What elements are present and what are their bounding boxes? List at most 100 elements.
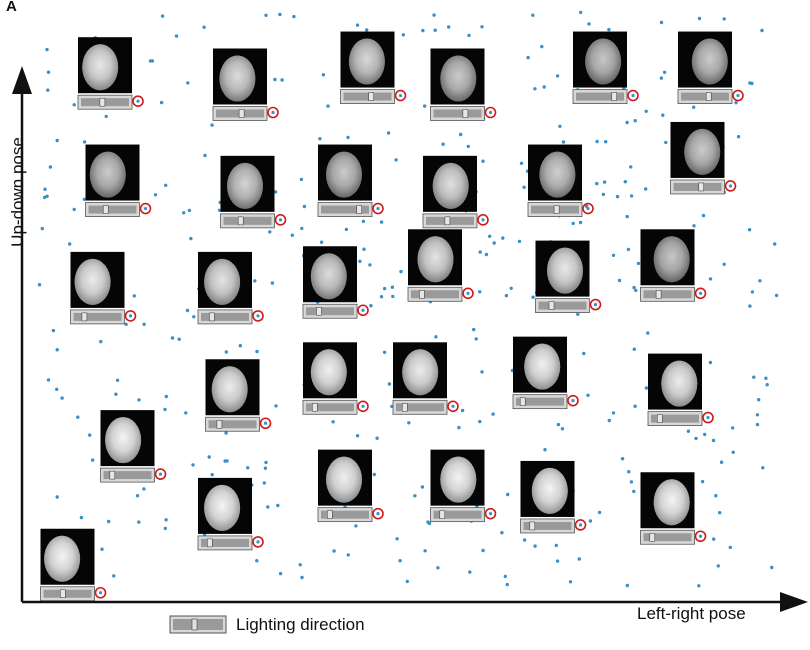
face-group bbox=[640, 472, 707, 545]
scatter-point bbox=[617, 278, 622, 283]
scatter-point bbox=[629, 165, 633, 169]
embedding-marker-point bbox=[488, 110, 493, 115]
scatter-point bbox=[164, 183, 168, 187]
face-shading bbox=[82, 44, 119, 91]
lighting-slider-body bbox=[201, 538, 249, 547]
face-group bbox=[302, 246, 369, 319]
face-shading bbox=[417, 236, 454, 283]
scatter-point bbox=[302, 204, 307, 209]
lighting-slider-body bbox=[343, 92, 392, 101]
scatter-point bbox=[390, 285, 395, 289]
scatter-point bbox=[100, 547, 104, 551]
lighting-slider-knob bbox=[611, 92, 617, 101]
scatter-point bbox=[72, 103, 76, 107]
face-shading bbox=[227, 162, 263, 209]
lighting-slider-knob bbox=[419, 290, 425, 299]
scatter-point bbox=[750, 290, 755, 294]
scatter-point bbox=[99, 339, 103, 344]
scatter-point bbox=[107, 519, 111, 524]
scatter-point bbox=[423, 549, 427, 553]
scatter-point bbox=[764, 376, 768, 380]
face-shading bbox=[211, 366, 248, 413]
scatter-point bbox=[164, 518, 168, 522]
scatter-point bbox=[346, 553, 350, 557]
scatter-point bbox=[506, 492, 510, 497]
lighting-slider-body bbox=[321, 205, 369, 214]
embedding-marker-point bbox=[736, 93, 740, 98]
scatter-point bbox=[224, 350, 228, 354]
scatter-point bbox=[318, 137, 322, 141]
scatter-point bbox=[734, 101, 738, 105]
lighting-slider-body bbox=[651, 414, 699, 423]
face-shading bbox=[89, 151, 126, 198]
scatter-point bbox=[321, 73, 326, 77]
lighting-slider-knob bbox=[705, 92, 712, 101]
scatter-point bbox=[587, 22, 591, 26]
embedding-marker-point bbox=[578, 523, 583, 527]
scatter-point bbox=[597, 510, 602, 515]
scatter-point bbox=[298, 563, 302, 567]
lighting-slider-knob bbox=[649, 533, 656, 542]
scatter-point bbox=[135, 494, 140, 498]
scatter-point bbox=[492, 241, 496, 245]
panel-label: A bbox=[6, 0, 17, 15]
face-shading bbox=[684, 128, 721, 175]
scatter-point bbox=[420, 485, 425, 489]
scatter-point bbox=[142, 487, 146, 491]
scatter-point bbox=[517, 239, 522, 244]
scatter-point bbox=[701, 213, 706, 218]
embedding-marker-point bbox=[376, 206, 380, 211]
scatter-point bbox=[686, 429, 691, 433]
scatter-point bbox=[405, 579, 409, 584]
embedding-marker-point bbox=[481, 218, 485, 222]
face-shading bbox=[219, 55, 256, 102]
scatter-point bbox=[344, 227, 349, 232]
scatter-point bbox=[577, 557, 581, 561]
scatter-point bbox=[711, 438, 716, 443]
scatter-point bbox=[246, 466, 250, 470]
embedding-marker-ring bbox=[357, 304, 369, 317]
lighting-slider-body bbox=[576, 92, 624, 101]
scatter-point bbox=[207, 455, 211, 459]
scatter-point bbox=[268, 230, 272, 234]
embedding-marker-point bbox=[571, 399, 575, 403]
scatter-point bbox=[82, 197, 87, 201]
face-group bbox=[212, 48, 279, 121]
scatter-point bbox=[664, 140, 668, 145]
scatter-point bbox=[185, 308, 190, 313]
embedding-marker-point bbox=[136, 99, 140, 103]
scatter-point bbox=[731, 426, 735, 430]
face-shading bbox=[432, 162, 469, 209]
face-group bbox=[640, 229, 707, 302]
scatter-point bbox=[478, 419, 482, 424]
scatter-point bbox=[555, 559, 560, 563]
face-shading bbox=[74, 258, 111, 305]
lighting-slider-knob bbox=[462, 109, 469, 118]
embedding-marker-point bbox=[698, 291, 703, 295]
scatter-point bbox=[299, 177, 304, 182]
face-shading bbox=[326, 151, 362, 198]
scatter-point bbox=[441, 142, 445, 146]
face-group bbox=[205, 359, 272, 432]
scatter-point bbox=[382, 350, 387, 354]
scatter-point bbox=[163, 526, 167, 531]
lighting-slider-body bbox=[523, 521, 572, 530]
scatter-point bbox=[40, 226, 44, 231]
face-group bbox=[430, 48, 497, 121]
scatter-point bbox=[210, 473, 214, 477]
face-group bbox=[677, 31, 744, 104]
lighting-slider-body bbox=[516, 397, 564, 406]
scatter-point bbox=[582, 351, 586, 356]
lighting-slider-body bbox=[396, 403, 444, 412]
embedding-marker-ring bbox=[132, 95, 144, 107]
scatter-point bbox=[354, 524, 358, 528]
scatter-point bbox=[137, 520, 141, 524]
scatter-point bbox=[625, 214, 629, 219]
scatter-point bbox=[266, 505, 270, 509]
scatter-point bbox=[731, 450, 735, 454]
scatter-point bbox=[115, 378, 120, 382]
embedding-marker-ring bbox=[477, 214, 489, 226]
scatter-point bbox=[379, 295, 384, 299]
scatter-point bbox=[659, 20, 664, 25]
lighting-slider-knob bbox=[99, 97, 106, 107]
